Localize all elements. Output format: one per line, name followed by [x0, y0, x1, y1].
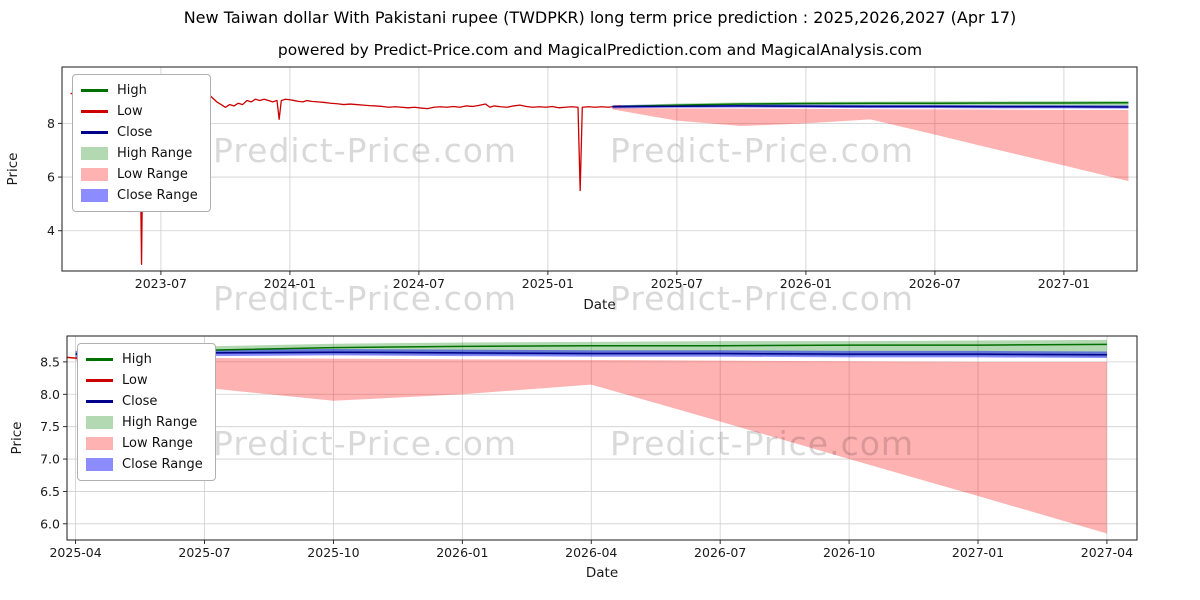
legend-item-low-range: Low Range — [81, 164, 198, 185]
x-tick-label: 2026-01 — [436, 545, 488, 560]
legend-item-close: Close — [81, 122, 198, 143]
x-tick-label: 2025-04 — [49, 545, 101, 560]
series-high-line — [75, 343, 1107, 355]
legend-label: Close — [122, 394, 158, 409]
legend-item-low: Low — [86, 370, 203, 391]
x-tick-label: 2026-01 — [780, 276, 832, 291]
legend-item-close-range: Close Range — [86, 454, 203, 475]
legend-label: Low Range — [122, 436, 193, 451]
legend-label: High Range — [122, 415, 198, 430]
x-tick-label: 2024-01 — [264, 276, 316, 291]
legend-label: Close — [117, 125, 153, 140]
legend-label: Close Range — [122, 457, 203, 472]
legend-swatch — [86, 400, 113, 403]
x-axis-label: Date — [586, 565, 618, 581]
legend-item-high-range: High Range — [86, 412, 203, 433]
y-axis-label: Price — [5, 153, 21, 186]
legend-item-low-range: Low Range — [86, 433, 203, 454]
x-tick-label: 2026-10 — [823, 545, 875, 560]
band-low-range — [75, 356, 1107, 534]
legend-swatch — [81, 189, 108, 202]
y-tick-label: 8.5 — [40, 354, 60, 369]
y-tick-label: 8 — [47, 116, 55, 131]
range-bands — [612, 100, 1129, 182]
legend-item-low: Low — [81, 101, 198, 122]
chart-subtitle: powered by Predict-Price.com and Magical… — [277, 41, 923, 59]
legend-label: Low Range — [117, 167, 188, 182]
legend-swatch — [86, 358, 113, 361]
x-tick-label: 2026-07 — [909, 276, 961, 291]
x-tick-label: 2025-10 — [307, 545, 359, 560]
tick-marks — [58, 122, 1065, 275]
legend-swatch — [86, 416, 113, 429]
x-tick-label: 2025-07 — [178, 545, 230, 560]
y-tick-label: 6.5 — [40, 484, 60, 499]
legend-label: High — [117, 83, 147, 98]
legend-label: Low — [117, 104, 143, 119]
legend-label: Low — [122, 373, 148, 388]
gridlines — [62, 67, 1137, 271]
y-tick-label: 6.0 — [40, 516, 60, 531]
legend-swatch — [81, 168, 108, 181]
legend-item-high: High — [86, 349, 203, 370]
plot-border — [66, 335, 1138, 541]
x-tick-label: 2027-01 — [1038, 276, 1090, 291]
x-tick-label: 2026-04 — [565, 545, 617, 560]
series-close-line — [75, 351, 1107, 356]
tick-labels: 2023-07 2024-01 2024-07 2025-01 2025-07 2026-… — [47, 116, 1090, 291]
y-tick-label: 6 — [47, 170, 55, 185]
legend-label: High Range — [117, 146, 193, 161]
series-high-line — [612, 101, 1129, 108]
x-tick-label: 2027-04 — [1081, 545, 1133, 560]
y-tick-label: 7.0 — [40, 452, 60, 467]
x-tick-label: 2025-07 — [651, 276, 703, 291]
tick-labels: 2025-04 2025-07 2025-10 2026-01 2026-04 2026-… — [40, 354, 1133, 560]
y-tick-label: 7.5 — [40, 419, 60, 434]
x-tick-label: 2023-07 — [135, 276, 187, 291]
legend-item-close-range: Close Range — [81, 185, 198, 206]
y-tick-label: 4 — [47, 223, 55, 238]
legend: High Low Close High Range Low Range Close Ran… — [72, 74, 211, 212]
x-tick-label: 2026-07 — [694, 545, 746, 560]
legend-swatch — [86, 379, 113, 382]
legend-item-high: High — [81, 80, 198, 101]
legend-item-close: Close — [86, 391, 203, 412]
series-lines — [70, 81, 1129, 265]
gridlines — [67, 336, 1137, 540]
plot-border — [61, 66, 1138, 272]
legend-swatch — [86, 437, 113, 450]
x-tick-label: 2025-01 — [522, 276, 574, 291]
y-axis-label: Price — [9, 422, 25, 455]
legend-swatch — [81, 147, 108, 160]
x-tick-label: 2027-01 — [952, 545, 1004, 560]
series-close-line — [612, 105, 1129, 108]
legend-swatch — [81, 89, 108, 92]
legend-swatch — [81, 131, 108, 134]
legend-label: High — [122, 352, 152, 367]
x-axis-label: Date — [583, 297, 615, 313]
legend-item-high-range: High Range — [81, 143, 198, 164]
y-tick-label: 8.0 — [40, 387, 60, 402]
chart-title: New Taiwan dollar With Pakistani rupee (… — [183, 8, 1017, 27]
x-tick-label: 2024-07 — [393, 276, 445, 291]
legend-swatch — [81, 110, 108, 113]
band-low-range — [612, 107, 1129, 182]
tick-marks — [63, 361, 1108, 544]
legend: High Low Close High Range Low Range Close Ran… — [77, 343, 216, 481]
legend-swatch — [86, 458, 113, 471]
legend-label: Close Range — [117, 188, 198, 203]
